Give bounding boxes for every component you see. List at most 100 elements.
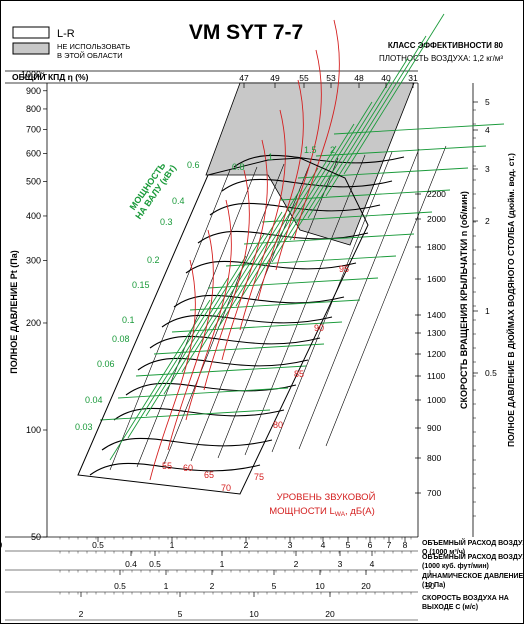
q-m3h-tick-label: 2 <box>244 540 249 550</box>
pd-tick-label: 0.5 <box>114 581 126 591</box>
c-tick-label: 10 <box>249 609 259 619</box>
y-tick-label: 800 <box>26 104 41 114</box>
q-cfm-tick-label: 0.5 <box>149 559 161 569</box>
power-lines <box>99 13 505 461</box>
efficiency-tick-label: 31 <box>408 73 418 83</box>
pd-tick-label: 50 <box>425 581 435 591</box>
power-label: 0.15 <box>132 280 150 290</box>
speed-tick-label: 700 <box>427 488 441 498</box>
legend-not-used-swatch <box>12 42 50 55</box>
inch-tick-label: 0.5 <box>485 368 497 378</box>
speed-tick-label: 1000 <box>427 395 446 405</box>
q-m3h-tick-label: 4 <box>321 540 326 550</box>
q-cfm-tick-label: 4 <box>370 559 375 569</box>
efficiency-bar-label: ОБЩИЙ КПД η (%) <box>12 71 89 82</box>
speed-tick-label: 2000 <box>427 214 446 224</box>
q-m3h-tick-label: 9 <box>0 540 3 550</box>
sound-label: 85 <box>294 369 304 379</box>
inch-tick-label: 4 <box>485 125 490 135</box>
sound-label: 80 <box>273 420 283 430</box>
inch-tick-label: 1 <box>485 306 490 316</box>
y-tick-label: 300 <box>26 255 41 265</box>
inch-tick-label: 5 <box>485 97 490 107</box>
efficiency-tick-label: 53 <box>326 73 336 83</box>
q-m3h-tick-label: 6 <box>368 540 373 550</box>
inch-tick-label: 3 <box>485 164 490 174</box>
legend-not-used-label: НЕ ИСПОЛЬЗОВАТЬ В ЭТОЙ ОБЛАСТИ <box>57 42 130 60</box>
pd-tick-label: 1 <box>164 581 169 591</box>
q-m3h-tick-label: 7 <box>387 540 392 550</box>
inch-tick-label: 2 <box>485 216 490 226</box>
chart-title: VM SYT 7-7 <box>189 21 303 44</box>
y-tick-label: 900 <box>26 86 41 96</box>
y-axis-ticks: 50 100 200 300 400 500 600 700 800 900 1000 <box>21 70 47 542</box>
power-annotation: МОЩНОСТЬНА ВАЛУ (кВт) <box>125 157 178 221</box>
y-tick-label: 700 <box>26 125 41 135</box>
operating-envelope <box>77 157 369 495</box>
power-label: 0.8 <box>232 162 245 172</box>
pd-tick-label: 10 <box>315 581 325 591</box>
sound-label: 65 <box>204 470 214 480</box>
power-label: 0.03 <box>75 422 93 432</box>
power-label: 0.6 <box>187 160 200 170</box>
y-tick-label: 200 <box>26 318 41 328</box>
speed-tick-label: 1200 <box>427 349 446 359</box>
sound-lines <box>149 19 340 481</box>
power-label: 2 <box>330 145 335 155</box>
y-tick-label: 500 <box>26 177 41 187</box>
y-tick-label: 400 <box>26 211 41 221</box>
q-cfm-tick-label: 1 <box>220 559 225 569</box>
power-label: 1 <box>268 152 273 162</box>
y-tick-label: 600 <box>26 148 41 158</box>
q-m3h-tick-label: 3 <box>288 540 293 550</box>
y-tick-label: 1000 <box>21 70 41 80</box>
c-tick-label: 5 <box>178 609 183 619</box>
sound-label: 90 <box>314 323 324 333</box>
pd-tick-label: 2 <box>210 581 215 591</box>
sound-label: 60 <box>183 463 193 473</box>
power-labels: 0.03 0.04 0.06 0.08 0.1 0.15 0.2 0.3 0.4 0.6 0.8 1 1… <box>75 145 335 432</box>
power-label: 1.5 <box>304 145 317 155</box>
sound-label: 70 <box>221 483 231 493</box>
air-density: ПЛОТНОСТЬ ВОЗДУХА: 1,2 кг/м³ <box>379 54 503 63</box>
q-cfm-axis-label: ОБЪЕМНЫЙ РАСХОД ВОЗДУХА Q(1000 куб. фут/… <box>422 552 524 570</box>
y-tick-label: 50 <box>31 532 41 542</box>
efficiency-tick-label: 49 <box>270 73 280 83</box>
c-tick-label: 20 <box>325 609 335 619</box>
speed-tick-label: 800 <box>427 453 441 463</box>
efficiency-class: КЛАСС ЭФФЕКТИВНОСТИ 80 <box>388 41 504 50</box>
legend-lr-swatch <box>12 26 50 39</box>
speed-tick-label: 1800 <box>427 242 446 252</box>
left-axis-label: ПОЛНОЕ ДАВЛЕНИЕ Pt (Па) <box>9 250 19 374</box>
q-m3h-axis-label: ОБЪЕМНЫЙ РАСХОД ВОЗДУХА Q (1000 м³/ч) <box>422 538 524 556</box>
c-tick-label: 2 <box>79 609 84 619</box>
power-label: 0.4 <box>172 196 185 206</box>
q-cfm-tick-label: 0.4 <box>125 559 137 569</box>
legend-lr-label: L-R <box>57 28 75 40</box>
pd-tick-label: 20 <box>361 581 371 591</box>
power-label: 0.06 <box>97 359 115 369</box>
speed-tick-label: 1400 <box>427 310 446 320</box>
power-label: 0.04 <box>85 395 103 405</box>
speed-axis-label: СКОРОСТЬ ВРАЩЕНИЯ КРЫЛЬЧАТКИ n (об/мин) <box>459 191 469 409</box>
efficiency-tick-label: 40 <box>381 73 391 83</box>
c-axis-label: СКОРОСТЬ ВОЗДУХА НА ВЫХОДЕ C (м/с) <box>422 595 509 611</box>
y-tick-label: 100 <box>26 425 41 435</box>
efficiency-tick-label: 55 <box>299 73 309 83</box>
sound-annotation: УРОВЕНЬ ЗВУКОВОЙ МОЩНОСТИ LWA, дБ(A) <box>269 491 375 518</box>
power-label: 0.08 <box>112 334 130 344</box>
q-m3h-tick-label: 1 <box>170 540 175 550</box>
speed-tick-label: 1100 <box>427 371 446 381</box>
q-cfm-tick-label: 2 <box>294 559 299 569</box>
inch-axis-label: ПОЛНОЕ ДАВЛЕНИЕ В ДЮЙМАХ ВОДЯНОГО СТОЛБА… <box>505 153 516 447</box>
q-m3h-tick-label: 5 <box>346 540 351 550</box>
q-cfm-tick-label: 3 <box>338 559 343 569</box>
efficiency-ticks: 47 49 55 53 48 40 31 <box>239 73 418 88</box>
speed-tick-label: 1600 <box>427 274 446 284</box>
power-label: 0.1 <box>122 315 135 325</box>
pd-axis-label: ДИНАМИЧЕСКОЕ ДАВЛЕНИЕ Pd (10 Па) <box>422 573 524 589</box>
sound-label: 75 <box>254 472 264 482</box>
power-label: 0.2 <box>147 255 160 265</box>
